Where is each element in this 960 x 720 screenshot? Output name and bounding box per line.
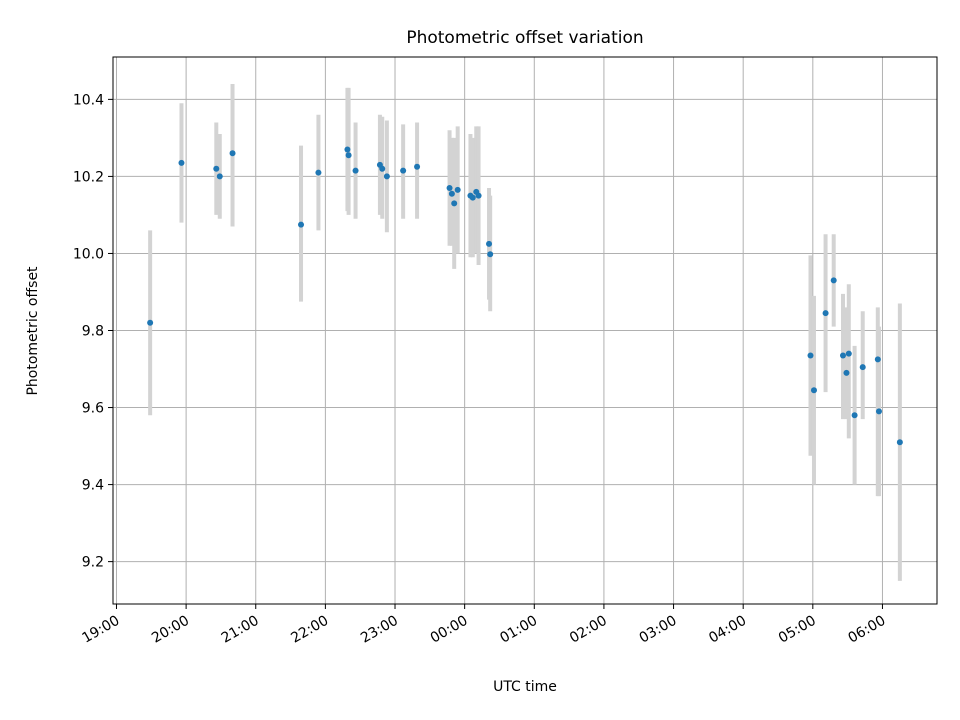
data-point [475,192,482,199]
data-point [843,369,850,376]
data-point [414,163,421,170]
y-tick-label: 9.4 [82,478,104,494]
x-tick-layer: 19:00 20:00 21:00 22:00 23:00 00:00 01:00 02:00… [80,604,889,647]
y-tick-label: 9.8 [82,324,104,340]
data-point [822,310,829,317]
x-tick-label: 05:00 [776,613,819,647]
y-tick-layer: 9.2 9.4 9.6 9.8 10.0 10.2 10.4 [73,92,113,571]
data-point [352,167,359,174]
data-point [298,221,305,228]
data-point [845,350,852,357]
x-tick-label: 21:00 [219,613,262,647]
x-tick-label: 03:00 [637,613,680,647]
data-point [315,169,322,176]
x-axis-label: UTC time [493,679,557,695]
data-point [839,352,846,359]
data-point [454,186,461,193]
y-tick-label: 10.4 [73,92,104,108]
data-point [451,200,458,207]
data-point [383,173,390,180]
data-point [178,159,185,166]
data-point [487,251,494,258]
y-tick-label: 10.0 [73,246,104,262]
x-tick-label: 02:00 [567,613,610,647]
data-point [446,184,453,191]
data-point [807,352,814,359]
data-point [213,165,220,172]
chart-title: Photometric offset variation [406,28,643,48]
x-tick-label: 19:00 [80,613,123,647]
x-tick-label: 01:00 [497,613,540,647]
data-point [830,277,837,284]
data-point [216,173,223,180]
data-point [344,146,351,153]
data-point [469,194,476,201]
x-tick-label: 20:00 [149,613,192,647]
x-tick-label: 00:00 [428,613,471,647]
data-point [229,150,236,157]
grid-layer [113,57,937,604]
x-tick-label: 23:00 [358,613,401,647]
data-point [345,152,352,159]
data-point [874,356,881,363]
y-tick-label: 10.2 [73,169,104,185]
data-point [896,439,903,446]
data-point [875,408,882,415]
data-point [851,412,858,419]
data-point [859,364,866,371]
data-point [379,165,386,172]
x-tick-label: 22:00 [288,613,331,647]
y-tick-label: 9.2 [82,555,104,571]
data-point [147,319,154,326]
y-tick-label: 9.6 [82,401,104,417]
data-point [810,387,817,394]
x-tick-label: 06:00 [846,613,889,647]
point-layer [147,146,903,446]
data-point [400,167,407,174]
data-point [486,240,493,247]
data-point [448,190,455,197]
x-tick-label: 04:00 [706,613,749,647]
y-axis-label: Photometric offset [25,266,41,396]
error-bar-layer [148,83,902,581]
